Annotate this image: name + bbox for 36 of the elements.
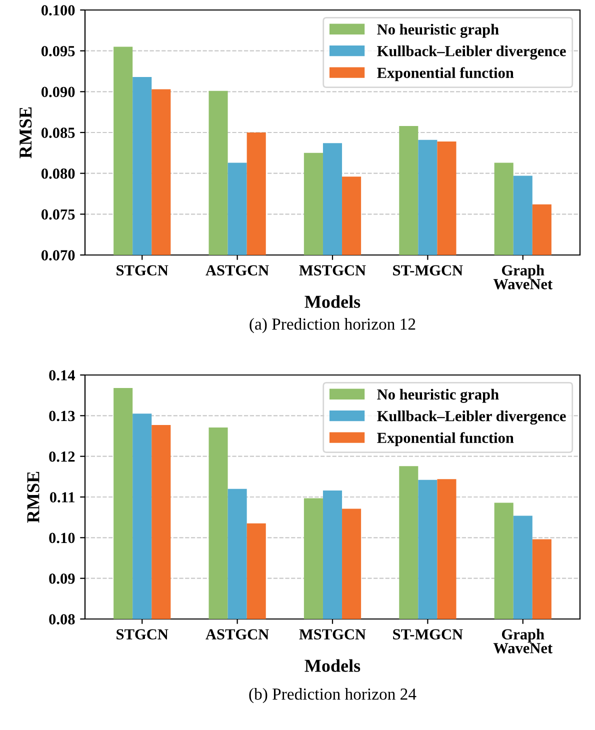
y-tick-label: 0.080 — [41, 168, 75, 179]
y-tick-label: 0.10 — [49, 532, 75, 544]
x-tick-label: MSTGCN — [299, 265, 366, 276]
y-tick-label: 0.100 — [41, 5, 75, 16]
x-tick-label: ASTGCN — [206, 629, 269, 640]
x-axis-title: Models — [304, 295, 360, 308]
y-tick-label: 0.070 — [41, 250, 75, 261]
x-tick-label: MSTGCN — [299, 629, 366, 640]
y-tick-label: 0.11 — [50, 492, 74, 503]
legend-label: No heuristic graph — [377, 24, 499, 38]
y-tick-label: 0.085 — [41, 128, 75, 138]
y-axis-title: RMSE — [20, 107, 32, 158]
legend-label: No heuristic graph — [377, 388, 499, 403]
x-tick-label: ASTGCN — [206, 265, 269, 276]
text: (a) Prediction horizon 12 — [250, 318, 416, 334]
x-tick-label: ST-MGCN — [393, 629, 463, 640]
y-tick-label: 0.13 — [49, 410, 75, 422]
y-tick-label: 0.090 — [41, 86, 75, 98]
y-tick-label: 0.09 — [49, 573, 75, 584]
x-tick-label: STGCN — [116, 629, 168, 640]
y-tick-label: 0.08 — [49, 614, 75, 625]
x-axis-title: Models — [304, 659, 360, 672]
x-tick-label: Graph WaveNet — [493, 264, 553, 290]
y-tick-label: 0.12 — [49, 451, 75, 462]
x-tick-label: ST-MGCN — [393, 265, 463, 276]
legend-label: Exponential function — [377, 432, 514, 446]
legend-label: Exponential function — [377, 67, 514, 82]
x-tick-label: STGCN — [116, 265, 168, 276]
y-tick-label: 0.075 — [41, 209, 75, 220]
y-tick-label: 0.095 — [41, 46, 75, 56]
text: (b) Prediction horizon 24 — [249, 688, 416, 704]
y-axis-title: RMSE — [27, 472, 40, 523]
legend-label: Kullback–Leibler divergence — [377, 46, 566, 60]
legend-label: Kullback–Leibler divergence — [377, 410, 566, 425]
x-tick-label: Graph WaveNet — [493, 628, 553, 654]
y-tick-label: 0.14 — [49, 370, 75, 381]
